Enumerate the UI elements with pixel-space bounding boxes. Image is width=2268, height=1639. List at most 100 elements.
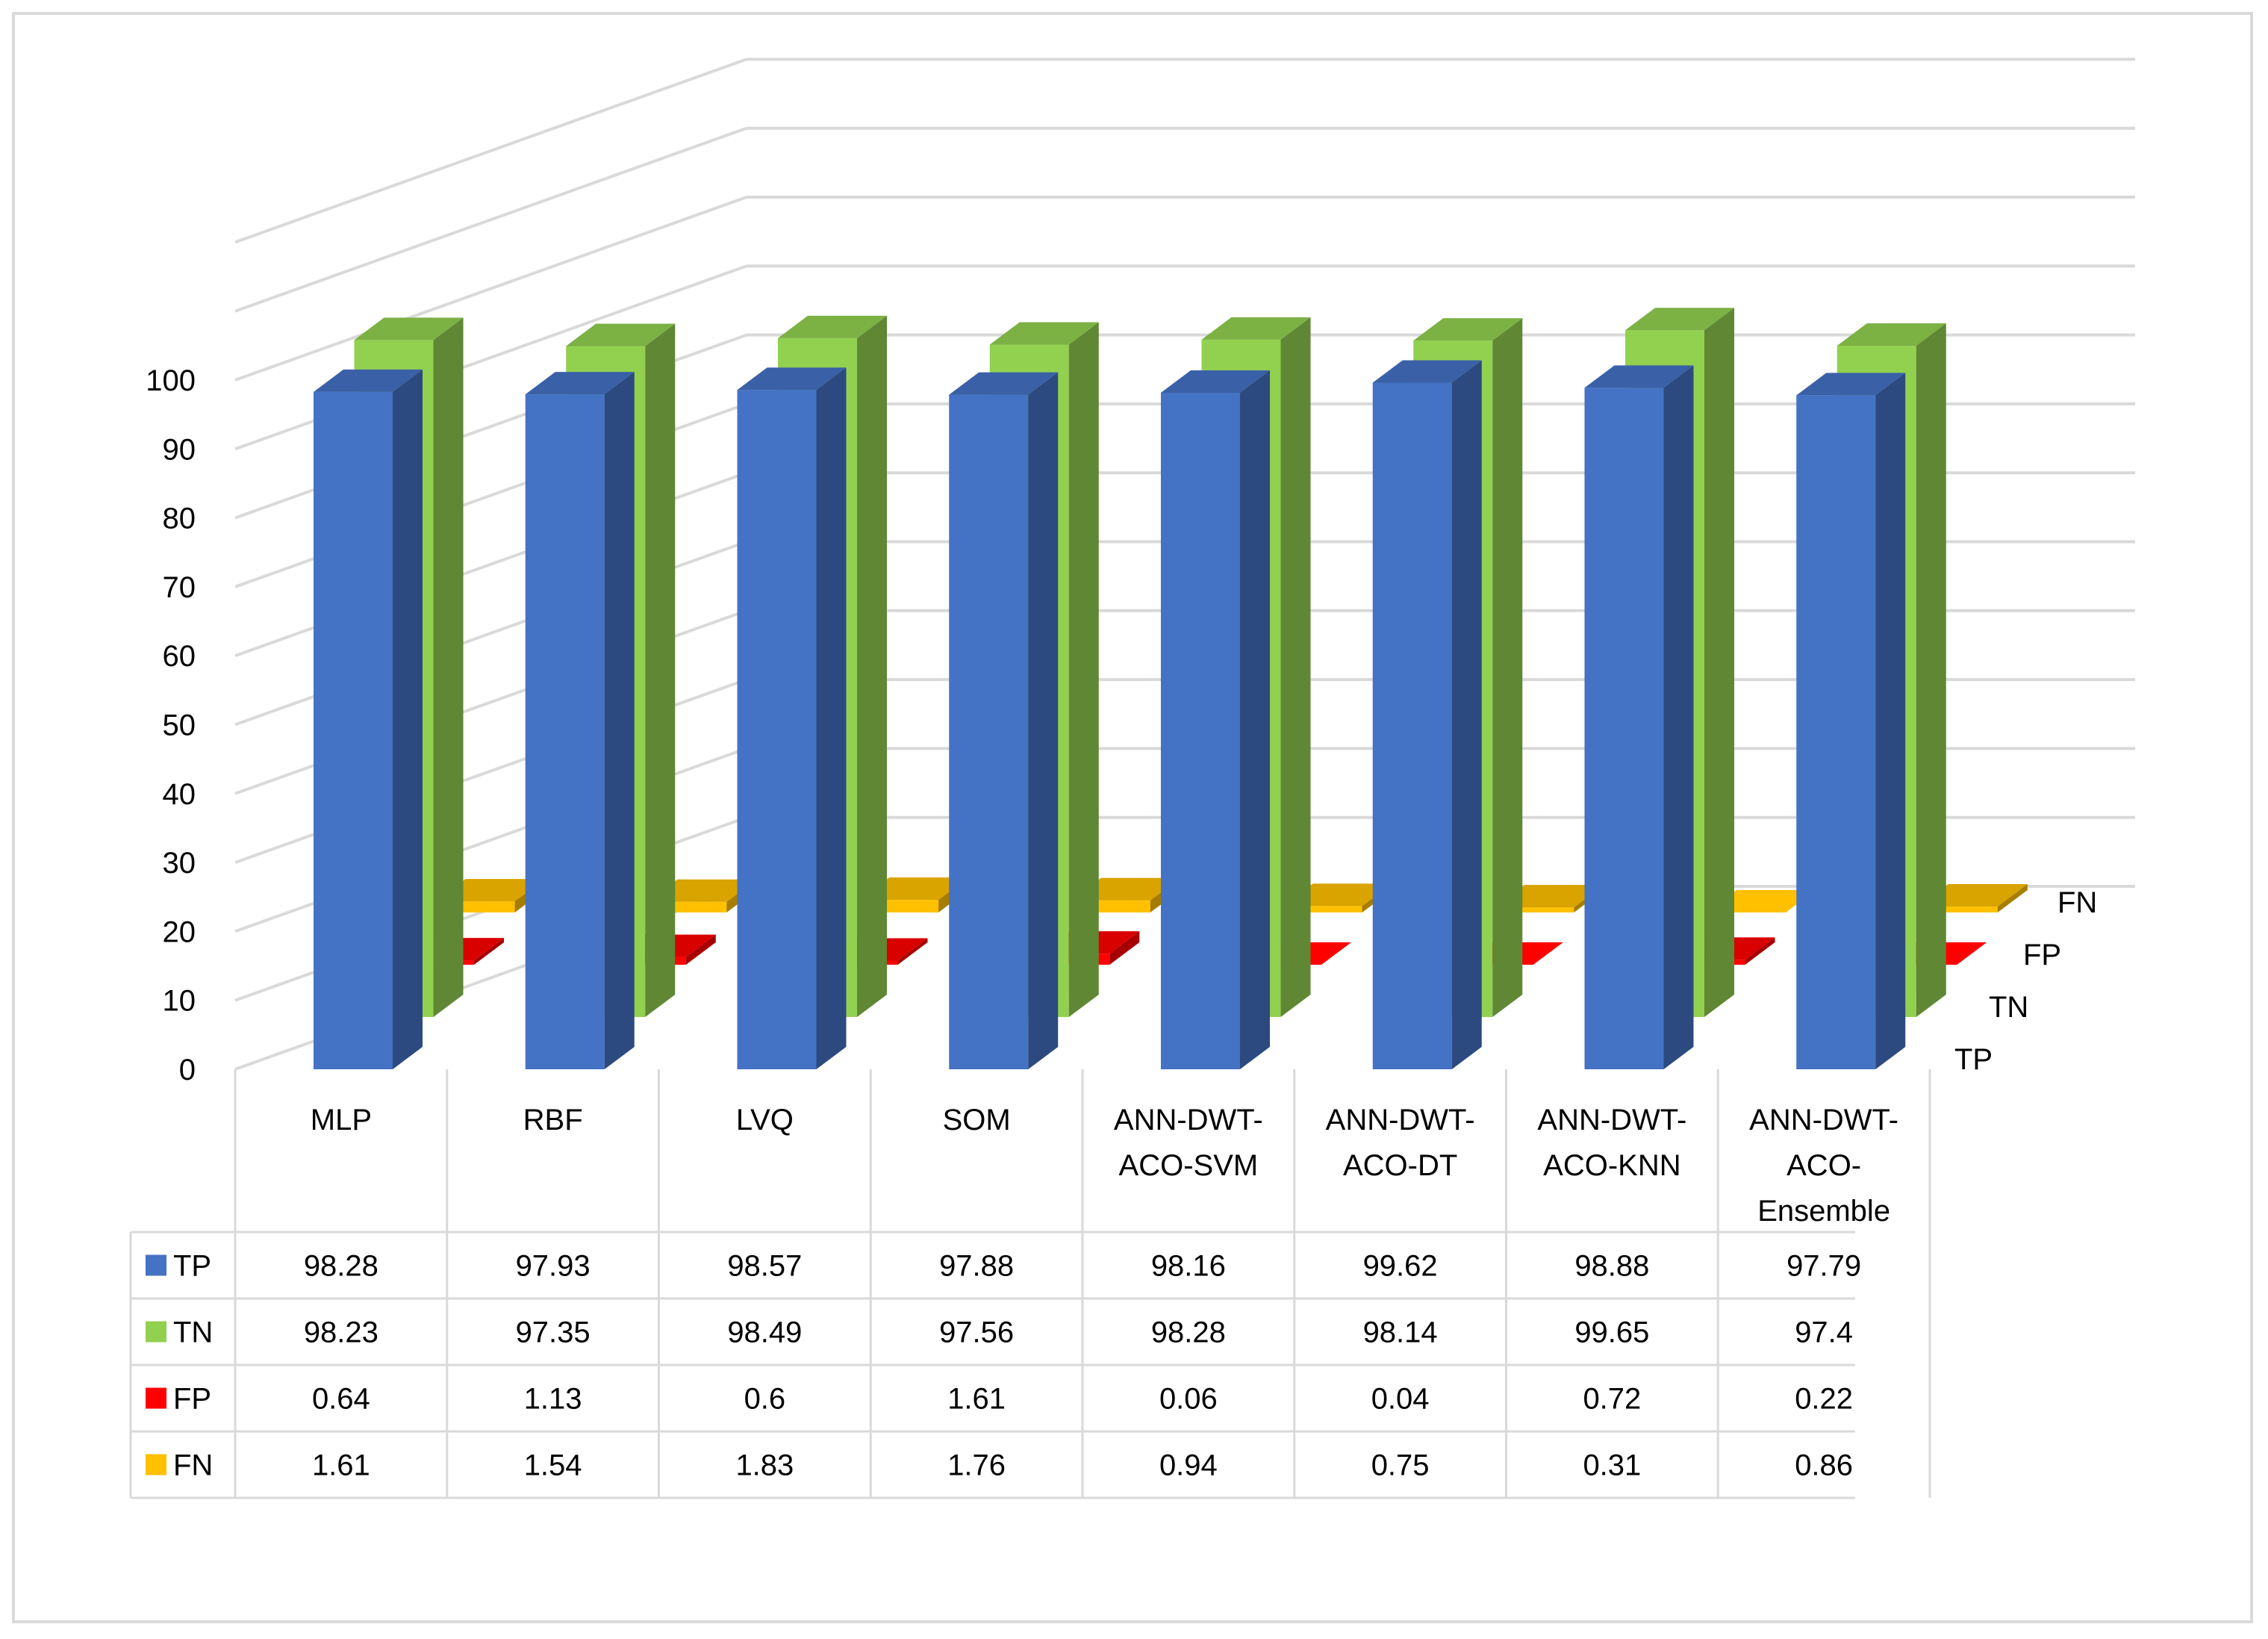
legend-key <box>146 1254 166 1276</box>
category-label: ANN-DWT- <box>1326 1104 1475 1136</box>
bar-top <box>1372 360 1482 383</box>
table-cell: 97.56 <box>939 1316 1014 1349</box>
table-cell: 97.35 <box>516 1316 591 1349</box>
table-cell: 98.16 <box>1151 1250 1226 1283</box>
y-tick-label: 100 <box>146 364 196 397</box>
legend-key <box>146 1387 166 1409</box>
bar-side <box>604 372 635 1070</box>
bar-side <box>1492 318 1523 1017</box>
bar-top <box>1796 373 1906 396</box>
y-tick-label: 90 <box>163 433 196 466</box>
category-label: ACO-KNN <box>1543 1149 1680 1182</box>
bar-top <box>1625 308 1735 331</box>
bar-top <box>1836 323 1946 346</box>
bar-side <box>1745 937 1775 965</box>
table-cell: 99.62 <box>1363 1250 1438 1283</box>
bar-front <box>737 390 817 1069</box>
category-label: ANN-DWT- <box>1114 1104 1263 1136</box>
table-cell: 98.14 <box>1363 1316 1438 1349</box>
bar-TP-6 <box>1584 365 1694 1069</box>
bar-TP-4 <box>1161 370 1270 1070</box>
table-series-label: FN <box>173 1449 213 1482</box>
bar-side <box>1997 884 2028 912</box>
category-label: ANN-DWT- <box>1537 1104 1686 1136</box>
table-series-label: FP <box>173 1383 211 1416</box>
bar-top <box>1201 317 1311 340</box>
bar-side <box>1109 931 1140 965</box>
bar-side <box>1280 317 1311 1017</box>
bar-side <box>857 315 888 1018</box>
category-label: ACO- <box>1786 1149 1861 1182</box>
y-axis: 0 10 20 30 40 50 60 70 80 90 100 <box>146 364 196 1086</box>
category-label: ACO-DT <box>1343 1149 1457 1182</box>
category-label: ACO-SVM <box>1119 1149 1259 1182</box>
bar-top <box>1584 365 1694 388</box>
table-cell: 98.57 <box>727 1250 802 1283</box>
category-label: RBF <box>523 1104 583 1136</box>
series-plot: FN FP TN TP <box>314 308 2097 1076</box>
table-cell: 98.28 <box>304 1250 378 1283</box>
gridline-diagonal <box>234 57 747 244</box>
bar-front <box>1372 382 1452 1069</box>
table-cell: 97.79 <box>1786 1250 1861 1283</box>
series-axis-label: FN <box>2057 886 2097 919</box>
table-cell: 0.75 <box>1371 1449 1430 1482</box>
bar-side <box>897 938 928 965</box>
table-cell: 0.72 <box>1583 1383 1641 1416</box>
bar-front <box>1161 392 1240 1069</box>
table-cell: 0.94 <box>1159 1449 1218 1482</box>
table-cell: 1.54 <box>524 1449 582 1482</box>
bar-side <box>1704 308 1735 1018</box>
table-cell: 1.61 <box>947 1383 1006 1416</box>
bar-side <box>433 317 464 1017</box>
y-tick-label: 20 <box>163 915 196 948</box>
bar-side <box>1663 365 1694 1069</box>
bar-TP-2 <box>737 367 847 1069</box>
bar-side <box>1875 373 1906 1069</box>
bar-front <box>1495 907 1574 912</box>
category-label: ANN-DWT- <box>1749 1104 1898 1136</box>
table-series-label: TN <box>173 1316 213 1349</box>
category-label: MLP <box>311 1104 372 1136</box>
y-tick-label: 40 <box>163 778 196 811</box>
table-cell: 1.61 <box>312 1449 370 1482</box>
table-cell: 97.88 <box>939 1250 1014 1283</box>
y-tick-label: 50 <box>163 709 196 742</box>
bar-top <box>949 372 1059 395</box>
bar-top <box>566 323 676 346</box>
table-cell: 0.64 <box>312 1383 370 1416</box>
bar-TP-0 <box>314 369 423 1069</box>
bar-top <box>314 369 423 392</box>
bar-front <box>314 391 393 1069</box>
bar-TP-7 <box>1796 373 1906 1069</box>
table-cell: 98.88 <box>1574 1250 1649 1283</box>
bar-side <box>1240 370 1270 1070</box>
bar-side <box>1068 322 1099 1017</box>
series-axis-label: TN <box>1989 991 2028 1024</box>
bar-side <box>393 369 423 1069</box>
bar-front <box>1918 906 1998 912</box>
bar-front <box>525 394 605 1069</box>
y-tick-label: 10 <box>163 985 196 1018</box>
legend-key <box>146 1321 166 1343</box>
category-label: Ensemble <box>1757 1195 1890 1228</box>
category-label: SOM <box>943 1104 1011 1136</box>
table-cell: 97.4 <box>1795 1316 1853 1349</box>
bar-side <box>816 367 847 1069</box>
gridline-diagonal <box>234 126 747 313</box>
series-axis-label: TP <box>1954 1043 1993 1076</box>
bar-top <box>1413 318 1523 341</box>
bar-front <box>949 394 1029 1069</box>
series-axis-label: FP <box>2023 939 2061 971</box>
bar-top <box>778 315 888 338</box>
table-series-label: TP <box>173 1250 211 1283</box>
y-tick-label: 80 <box>163 503 196 535</box>
table-cell: 98.23 <box>304 1316 378 1349</box>
bar-top <box>525 372 635 395</box>
bar-top <box>989 322 1099 345</box>
table-cell: 0.04 <box>1371 1383 1430 1416</box>
bar-TP-1 <box>525 372 635 1070</box>
y-tick-label: 30 <box>163 847 196 880</box>
bar-side <box>474 938 505 965</box>
